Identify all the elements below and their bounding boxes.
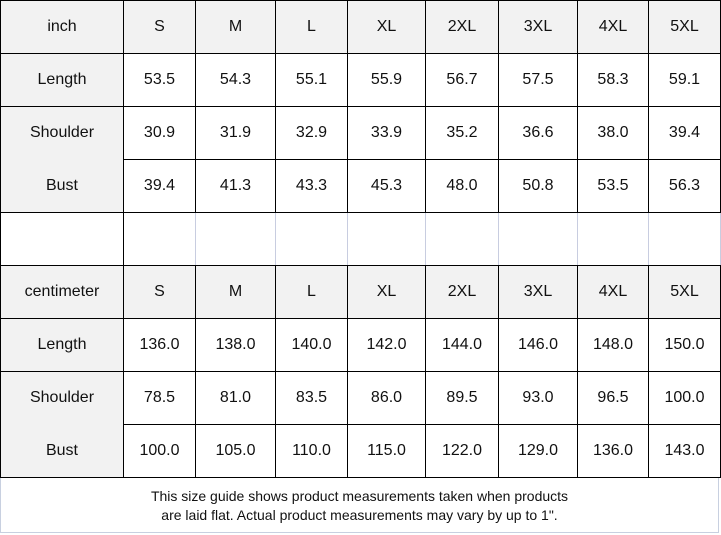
measurement-value: 41.3	[195, 159, 276, 213]
inch-header-row: inch S M L XL 2XL 3XL 4XL 5XL	[0, 0, 721, 54]
size-header: XL	[347, 0, 426, 54]
measurement-value: 45.3	[347, 159, 426, 213]
measurement-value: 96.5	[577, 371, 649, 425]
measurement-value: 78.5	[123, 371, 196, 425]
note-line-2: are laid flat. Actual product measuremen…	[161, 507, 558, 523]
measurement-value: 144.0	[425, 318, 499, 372]
measurement-value: 146.0	[498, 318, 578, 372]
inch-row-shoulder: Shoulder 30.9 31.9 32.9 33.9 35.2 36.6 38.0 39.4	[0, 106, 721, 160]
measurement-value: 110.0	[275, 424, 348, 478]
unit-label: centimeter	[0, 265, 124, 319]
measurement-value: 150.0	[648, 318, 721, 372]
size-guide-note: This size guide shows product measuremen…	[0, 478, 719, 533]
size-header: 3XL	[498, 0, 578, 54]
measurement-value: 36.6	[498, 106, 578, 160]
measurement-value: 35.2	[425, 106, 499, 160]
measurement-value: 57.5	[498, 53, 578, 107]
measurement-value: 100.0	[123, 424, 196, 478]
size-header: 5XL	[648, 265, 721, 319]
measurement-value: 48.0	[425, 159, 499, 213]
unit-label: inch	[0, 0, 124, 54]
measurement-value: 136.0	[577, 424, 649, 478]
empty-cell	[577, 212, 649, 266]
measurement-value: 55.1	[275, 53, 348, 107]
measurement-value: 122.0	[425, 424, 499, 478]
size-header: XL	[347, 265, 426, 319]
size-header: L	[275, 265, 348, 319]
measurement-value: 105.0	[195, 424, 276, 478]
size-header: 5XL	[648, 0, 721, 54]
measurement-value: 86.0	[347, 371, 426, 425]
measurement-value: 140.0	[275, 318, 348, 372]
size-header: 2XL	[425, 0, 499, 54]
measurement-value: 136.0	[123, 318, 196, 372]
measurement-value: 39.4	[648, 106, 721, 160]
measurement-value: 100.0	[648, 371, 721, 425]
measurement-value: 56.7	[425, 53, 499, 107]
measurement-value: 38.0	[577, 106, 649, 160]
measurement-label: Shoulder	[0, 371, 124, 425]
measurement-value: 89.5	[425, 371, 499, 425]
measurement-value: 43.3	[275, 159, 348, 213]
measurement-value: 55.9	[347, 53, 426, 107]
empty-cell	[0, 212, 124, 266]
measurement-value: 143.0	[648, 424, 721, 478]
measurement-value: 31.9	[195, 106, 276, 160]
measurement-value: 148.0	[577, 318, 649, 372]
empty-cell	[347, 212, 426, 266]
measurement-label: Length	[0, 53, 124, 107]
measurement-value: 142.0	[347, 318, 426, 372]
empty-cell	[195, 212, 276, 266]
size-table: inch S M L XL 2XL 3XL 4XL 5XL Length 53.5 54.3 55.1 5…	[0, 0, 721, 478]
size-header: 4XL	[577, 0, 649, 54]
size-header: M	[195, 0, 276, 54]
cm-row-bust: Bust 100.0 105.0 110.0 115.0 122.0 129.0 136.0 1…	[0, 424, 721, 478]
measurement-label: Shoulder	[0, 106, 124, 160]
empty-cell	[498, 212, 578, 266]
size-header: L	[275, 0, 348, 54]
measurement-label: Bust	[0, 424, 124, 478]
measurement-value: 54.3	[195, 53, 276, 107]
measurement-value: 58.3	[577, 53, 649, 107]
size-header: S	[123, 265, 196, 319]
measurement-value: 33.9	[347, 106, 426, 160]
measurement-value: 53.5	[123, 53, 196, 107]
cm-row-length: Length 136.0 138.0 140.0 142.0 144.0 146.0 148.…	[0, 318, 721, 372]
empty-cell	[648, 212, 721, 266]
measurement-value: 129.0	[498, 424, 578, 478]
measurement-value: 83.5	[275, 371, 348, 425]
measurement-value: 32.9	[275, 106, 348, 160]
size-header: M	[195, 265, 276, 319]
spacer-row	[0, 212, 721, 266]
measurement-value: 53.5	[577, 159, 649, 213]
empty-cell	[425, 212, 499, 266]
measurement-value: 30.9	[123, 106, 196, 160]
inch-row-bust: Bust 39.4 41.3 43.3 45.3 48.0 50.8 53.5 56.3	[0, 159, 721, 213]
cm-header-row: centimeter S M L XL 2XL 3XL 4XL 5XL	[0, 265, 721, 319]
cm-row-shoulder: Shoulder 78.5 81.0 83.5 86.0 89.5 93.0 96.5 100.…	[0, 371, 721, 425]
measurement-value: 59.1	[648, 53, 721, 107]
note-line-1: This size guide shows product measuremen…	[150, 488, 569, 504]
size-header: 2XL	[425, 265, 499, 319]
size-header: 4XL	[577, 265, 649, 319]
measurement-value: 115.0	[347, 424, 426, 478]
inch-row-length: Length 53.5 54.3 55.1 55.9 56.7 57.5 58.3 59.1	[0, 53, 721, 107]
measurement-value: 93.0	[498, 371, 578, 425]
measurement-value: 138.0	[195, 318, 276, 372]
measurement-value: 81.0	[195, 371, 276, 425]
size-header: S	[123, 0, 196, 54]
measurement-value: 56.3	[648, 159, 721, 213]
empty-cell	[275, 212, 348, 266]
measurement-label: Length	[0, 318, 124, 372]
size-header: 3XL	[498, 265, 578, 319]
measurement-value: 39.4	[123, 159, 196, 213]
measurement-value: 50.8	[498, 159, 578, 213]
empty-cell	[123, 212, 196, 266]
measurement-label: Bust	[0, 159, 124, 213]
